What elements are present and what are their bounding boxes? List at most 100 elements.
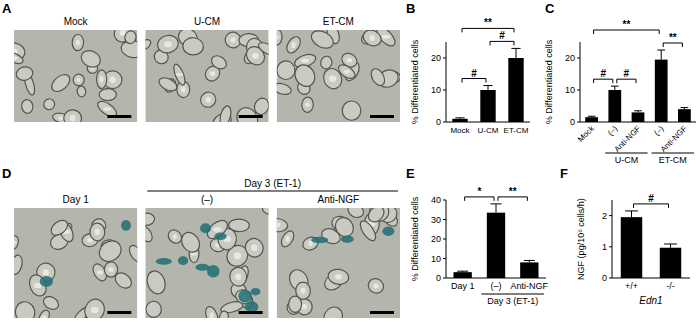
cell: [48, 217, 70, 238]
bracket-line: [462, 79, 486, 83]
cell: [277, 30, 283, 45]
cell-nucleus: [42, 316, 47, 318]
bracket-line: [462, 28, 514, 32]
y-axis: [612, 200, 613, 278]
bracket-line: [490, 41, 514, 45]
significance-bracket: [663, 43, 682, 47]
cell-nucleus: [308, 241, 312, 247]
cell: [157, 75, 179, 93]
error-bar-cap: [681, 107, 689, 108]
cell-nucleus: [164, 41, 171, 47]
cell: [127, 243, 138, 265]
scale-bar: [107, 311, 131, 314]
micrograph-background: [14, 208, 137, 318]
cell-nucleus: [286, 236, 290, 242]
bar: [621, 217, 642, 278]
stained-cell: [40, 276, 53, 287]
cell: [284, 34, 303, 55]
error-bar-cap: [625, 210, 638, 211]
cell: [41, 294, 61, 312]
cell: [321, 304, 346, 318]
cell-nucleus: [213, 227, 221, 232]
cell: [233, 104, 262, 122]
cell: [256, 40, 268, 58]
y-tick-label: 20: [431, 53, 441, 63]
significance-bracket: [594, 30, 660, 34]
error-bar-cap: [511, 48, 520, 49]
cell: [15, 65, 34, 82]
bar: [454, 272, 472, 278]
cell: [203, 305, 220, 318]
panel-letter: F: [560, 166, 568, 181]
stained-cell: [215, 233, 227, 240]
cell: [78, 48, 103, 71]
error-bar-stem: [661, 50, 662, 60]
panel-letter: C: [545, 1, 555, 16]
cell: [308, 30, 336, 52]
error-bar: [664, 244, 677, 248]
cell: [361, 30, 384, 49]
significance-bracket: [634, 204, 669, 208]
micrograph-content: [277, 208, 400, 318]
micrograph-content: [145, 208, 268, 318]
cell-nucleus: [76, 40, 80, 46]
cell: [277, 217, 289, 232]
significance-bracket: [498, 197, 527, 201]
cell: [73, 74, 84, 86]
cell-nucleus: [70, 115, 76, 121]
cell: [37, 308, 52, 318]
y-tick-label: 10: [431, 85, 441, 95]
cell: [291, 61, 319, 90]
micrograph: [138, 25, 280, 133]
cell: [41, 97, 56, 112]
cell: [49, 71, 73, 95]
error-bar-cap: [524, 260, 535, 261]
error-bar-cap: [634, 110, 642, 111]
error-bar-cap: [483, 85, 492, 86]
y-axis-label: % Differentiated cells: [410, 196, 420, 281]
cell-nucleus: [305, 103, 310, 107]
bar: [632, 112, 645, 122]
error-bar-stem: [631, 211, 632, 217]
image-label: (–): [201, 194, 213, 205]
y-tick-label: 0: [602, 273, 607, 283]
error-bar-cap: [588, 116, 596, 117]
cell: [146, 301, 162, 318]
y-tick-label: 10: [431, 254, 441, 264]
significance-bracket: [465, 197, 494, 201]
error-bar: [657, 50, 665, 60]
significance-bracket: [462, 79, 486, 83]
cell-nucleus: [100, 76, 104, 83]
significance-bracket: [462, 28, 514, 32]
y-tick: [609, 278, 612, 279]
cell-nucleus: [91, 307, 99, 314]
cell-nucleus: [210, 312, 214, 318]
x-tick-label: ET-CM: [504, 126, 529, 135]
cell: [301, 97, 313, 113]
micrograph-background: [145, 208, 268, 318]
cell: [14, 300, 37, 318]
significance-label: **: [509, 186, 517, 197]
group-line: [652, 153, 694, 154]
cell: [357, 218, 378, 243]
cell: [77, 86, 87, 98]
bracket-line: [634, 204, 669, 208]
group-line: [605, 153, 647, 154]
micrograph-background: [277, 30, 400, 122]
cell-nucleus: [108, 267, 113, 272]
significance-label: #: [499, 30, 505, 41]
cell-nucleus: [301, 59, 309, 63]
cell: [342, 101, 361, 121]
y-axis: [580, 42, 581, 122]
error-bar: [625, 211, 638, 217]
cell-nucleus: [43, 269, 49, 275]
cell-nucleus: [329, 76, 336, 82]
cell-nucleus: [252, 53, 259, 59]
significance-bracket: [490, 41, 514, 45]
plot-area: [621, 211, 681, 278]
cell-nucleus: [77, 78, 81, 82]
y-tick-label: 1: [602, 242, 607, 252]
significance-bracket: [594, 79, 613, 83]
image-label: Day 1: [63, 194, 90, 205]
cell: [365, 208, 387, 225]
